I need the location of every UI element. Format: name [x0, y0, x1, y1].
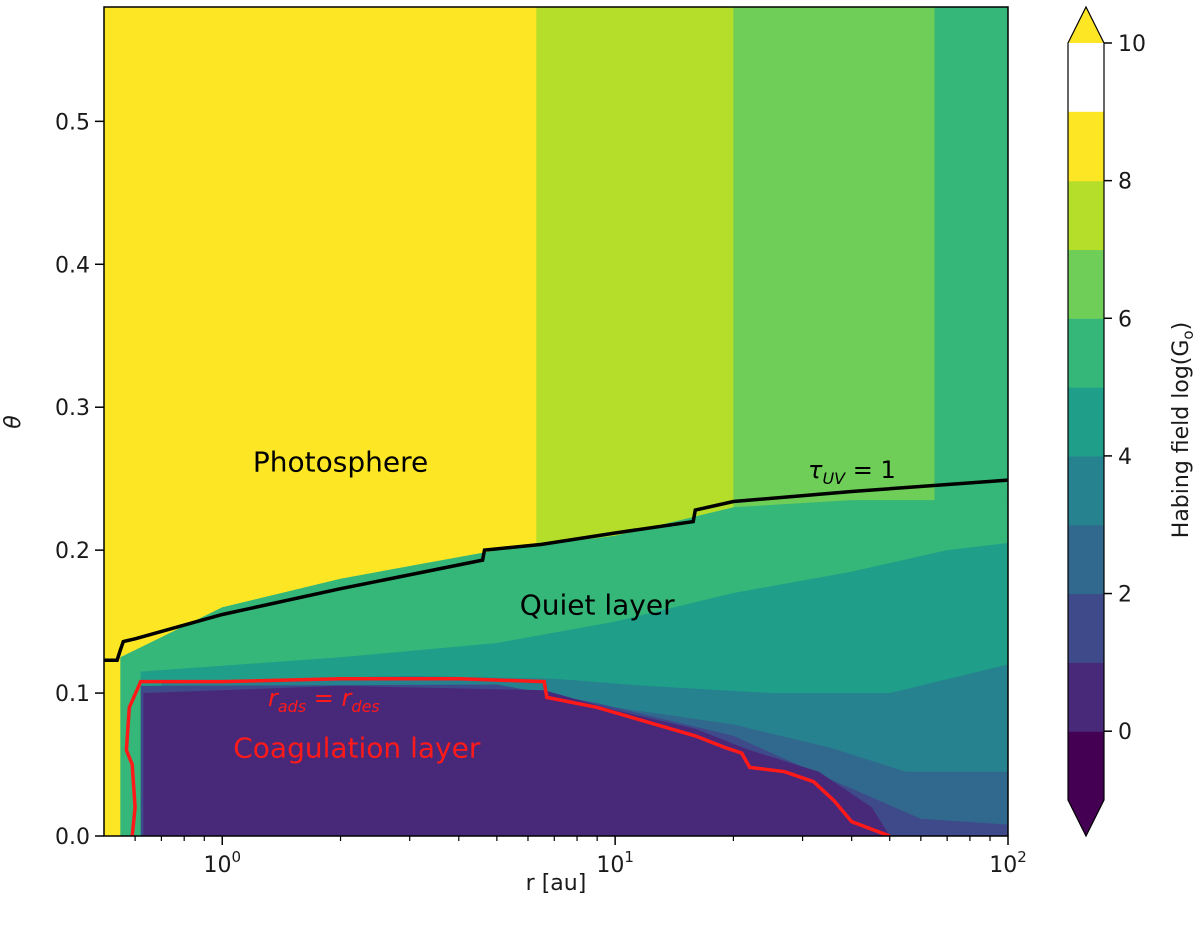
y-tick-label-3: 0.3 [55, 396, 90, 421]
colorbar-segment-3 [1068, 524, 1104, 595]
colorbar-over-arrow [1068, 7, 1104, 43]
x-axis-title: r [au] [526, 871, 587, 896]
tau-symbol: τ [808, 456, 823, 484]
colorbar-ticks: 0 2 4 6 8 10 [1104, 32, 1146, 745]
annotation-0: Photosphere [253, 446, 428, 479]
svg-text:τUV = 1: τUV = 1 [808, 456, 896, 488]
colorbar-tick-label-0: 0 [1118, 720, 1132, 745]
x-tick-label-0: 100 [203, 848, 241, 878]
field-contour-regions [120, 500, 1008, 836]
colorbar-segment-6 [1068, 318, 1104, 388]
annotation-1: Quiet layer [520, 588, 675, 621]
field-region-5 [143, 685, 890, 836]
colorbar-under-arrow [1068, 800, 1104, 836]
annotations: Photosphere Quiet layer Coagulation layer [233, 446, 675, 765]
plot-frame [103, 6, 1009, 837]
tau-uv-label: τUV = 1 [808, 456, 896, 488]
svg-text:rads = rdes: rads = rdes [268, 684, 380, 716]
colorbar-segment-4 [1068, 455, 1104, 526]
tau-rhs: = 1 [845, 456, 896, 484]
rads-rdes-label: rads = rdes [268, 684, 380, 716]
colorbar-segment-5 [1068, 387, 1104, 457]
y-axis-title: θ [1, 415, 26, 429]
plot-area [104, 7, 1008, 836]
annotation-2: Coagulation layer [233, 731, 481, 764]
y-tick-label-2: 0.2 [55, 539, 90, 564]
colorbar-segment-0 [1068, 731, 1104, 801]
y-axis: 0.0 0.1 0.2 0.3 0.4 0.5 [55, 110, 104, 850]
tau-uv-contour-line [104, 478, 1008, 662]
y-tick-label-5: 0.5 [55, 110, 90, 135]
colorbar-segment-8 [1068, 180, 1104, 251]
colorbar-segment-1 [1068, 662, 1104, 732]
colorbar-tick-label-4: 8 [1118, 170, 1132, 195]
tau-subscript: UV [822, 469, 846, 488]
x-axis: 100 101 102 [134, 836, 1027, 878]
colorbar-segment-9 [1068, 111, 1104, 182]
rads-symbol: r [268, 684, 280, 712]
rads-rdes-contour-line [124, 677, 891, 836]
colorbar-tick-label-2: 4 [1118, 445, 1132, 470]
rdes-subscript: des [351, 697, 379, 716]
colorbar-segment-7 [1068, 249, 1104, 319]
colorbar-outline [1067, 5, 1105, 838]
x-tick-label-1: 101 [596, 848, 634, 878]
colorbar-tick-label-3: 6 [1118, 307, 1132, 332]
colorbar-title: Habing field log(Go) [1169, 322, 1197, 538]
y-tick-label-1: 0.1 [55, 682, 90, 707]
colorbar [1067, 5, 1105, 838]
y-tick-label-4: 0.4 [55, 253, 90, 278]
rads-equals: = [306, 684, 341, 712]
rdes-symbol: r [342, 684, 354, 712]
rads-subscript: ads [278, 697, 306, 716]
colorbar-segment-2 [1068, 593, 1104, 663]
y-tick-label-0: 0.0 [55, 825, 90, 850]
x-tick-label-2: 102 [989, 848, 1027, 878]
colorbar-tick-label-5: 10 [1118, 32, 1146, 57]
colorbar-tick-label-1: 2 [1118, 583, 1132, 608]
